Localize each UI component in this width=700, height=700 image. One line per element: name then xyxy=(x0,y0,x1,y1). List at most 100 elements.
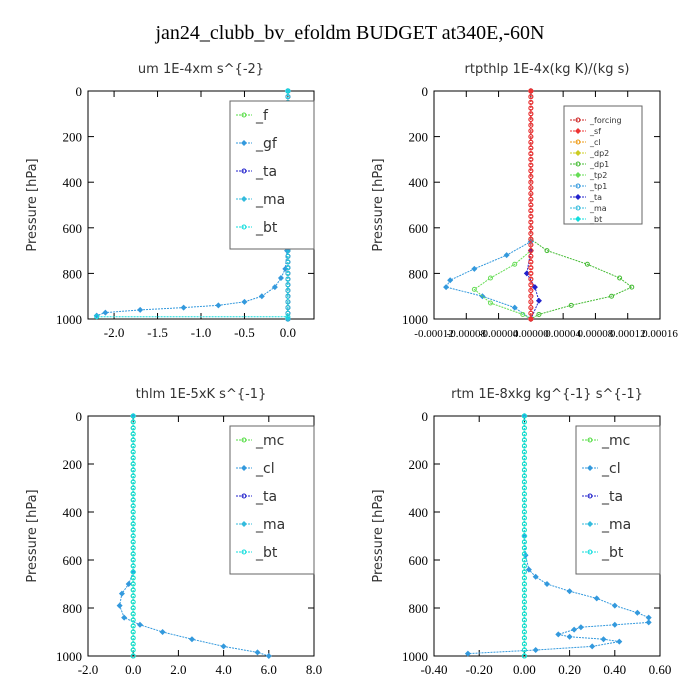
series-point xyxy=(130,425,136,431)
series-point xyxy=(130,611,136,617)
series-point xyxy=(528,236,534,242)
x-tick-label: -0.00012 xyxy=(414,328,453,340)
series-point xyxy=(528,219,534,225)
series-point xyxy=(611,602,618,609)
series-point xyxy=(521,647,527,653)
series-point xyxy=(130,503,136,509)
y-tick-label: 1000 xyxy=(402,649,428,664)
series-point xyxy=(130,545,136,551)
x-tick-label: -2.0 xyxy=(78,662,99,677)
series-point xyxy=(130,593,136,599)
legend-box xyxy=(229,100,315,250)
x-tick-label: 0.20 xyxy=(558,662,581,677)
legend-marker xyxy=(241,493,247,499)
legend-label: _dp2 xyxy=(589,149,609,158)
series-point xyxy=(528,122,534,128)
series-point xyxy=(528,265,534,271)
x-tick-label: 6.0 xyxy=(261,662,277,677)
legend-marker xyxy=(575,172,581,178)
series-point xyxy=(528,288,534,293)
y-axis-label: Pressure [hPa] xyxy=(371,489,386,582)
series-point xyxy=(521,419,527,425)
series-point xyxy=(130,635,136,641)
x-tick-label: -2.0 xyxy=(104,325,125,340)
series-point xyxy=(130,509,136,515)
series-point xyxy=(528,310,534,316)
series-point xyxy=(521,563,527,569)
x-tick-label: -0.00004 xyxy=(479,328,519,340)
series-point xyxy=(528,151,534,157)
series-point xyxy=(521,623,527,629)
series-point xyxy=(528,191,534,197)
y-axis-label: Pressure [hPa] xyxy=(25,489,40,582)
series-point xyxy=(528,185,534,191)
series-point xyxy=(566,588,573,595)
series-point xyxy=(577,624,584,631)
y-tick-label: 0 xyxy=(76,84,83,99)
series-point xyxy=(130,569,136,575)
y-tick-label: 600 xyxy=(63,553,83,568)
legend-label: _bt xyxy=(589,215,602,224)
legend-label: _forcing xyxy=(589,116,622,125)
chart-um: um 1E-4xm s^{-2} Pressure [hPa] 0 200 400 600… xyxy=(25,62,315,340)
series-point xyxy=(532,647,539,653)
series-point xyxy=(130,623,136,629)
series-point xyxy=(265,653,272,659)
legend-label: _gf xyxy=(255,136,278,152)
series-point xyxy=(528,179,534,185)
legend-label: _ma xyxy=(589,204,607,213)
legend-label: _ta xyxy=(589,193,602,202)
legend-marker xyxy=(575,194,581,200)
series-point xyxy=(102,309,109,316)
legend-label: _cl xyxy=(589,138,601,147)
x-tick-label: 8.0 xyxy=(306,662,322,677)
series-point xyxy=(511,304,518,311)
series-point xyxy=(528,105,534,111)
series-point xyxy=(544,248,550,254)
y-tick-label: 200 xyxy=(63,457,83,472)
x-tick-label: 0.0 xyxy=(125,662,141,677)
series-point xyxy=(130,479,136,485)
plot-frame xyxy=(433,90,661,320)
legend-marker xyxy=(587,437,593,443)
legend-marker xyxy=(241,196,247,202)
series-point xyxy=(531,284,538,291)
series-point xyxy=(277,274,284,281)
series-point xyxy=(528,213,534,219)
series-point xyxy=(521,479,527,485)
x-tick-label: 0.00008 xyxy=(578,328,614,340)
x-tick-label: -0.40 xyxy=(420,662,447,677)
series-point xyxy=(528,231,534,236)
series-point xyxy=(629,284,635,290)
series-point xyxy=(521,629,527,635)
series-point xyxy=(130,467,136,473)
series-point xyxy=(521,533,527,539)
x-tick-label: 0.60 xyxy=(649,662,672,677)
series-point xyxy=(528,259,534,265)
series-point xyxy=(521,545,527,551)
y-tick-label: 400 xyxy=(409,505,429,520)
legend-label: _bt xyxy=(601,545,624,561)
series-point xyxy=(464,650,471,657)
series-point xyxy=(130,443,136,449)
legend-marker xyxy=(575,183,581,189)
series-point xyxy=(130,437,136,443)
series-point xyxy=(521,611,527,617)
legend-label: _bt xyxy=(255,220,278,236)
series-point xyxy=(521,641,527,647)
series-point xyxy=(645,619,652,626)
series-point xyxy=(525,566,532,573)
series-line xyxy=(473,91,532,320)
series-point xyxy=(130,557,136,563)
series-point xyxy=(521,599,527,605)
series-point xyxy=(521,617,527,623)
series-point xyxy=(136,621,143,628)
series-point xyxy=(544,581,550,587)
series-point xyxy=(254,649,261,656)
legend-marker xyxy=(241,465,247,471)
series-point xyxy=(471,286,477,292)
series-point xyxy=(571,626,578,633)
series-point xyxy=(130,497,136,503)
series-point xyxy=(130,587,136,593)
series-point xyxy=(488,300,493,306)
